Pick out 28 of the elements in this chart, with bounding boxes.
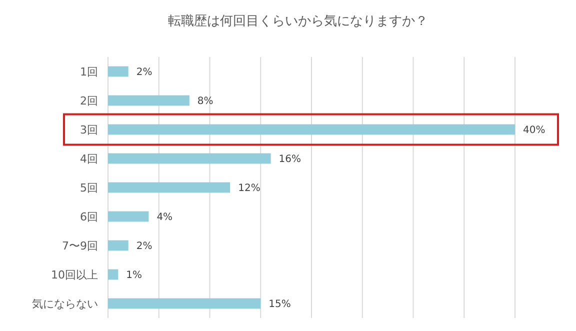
y-tick-label: 気にならない xyxy=(32,297,98,310)
data-label: 16% xyxy=(278,154,302,165)
y-tick-label: 6回 xyxy=(80,210,98,224)
bar xyxy=(108,240,128,251)
data-label: 4% xyxy=(156,212,173,223)
bar xyxy=(108,269,118,280)
y-tick-label: 3回 xyxy=(80,123,98,136)
bar xyxy=(108,124,515,135)
bar xyxy=(108,66,128,77)
y-tick-label: 2回 xyxy=(80,94,98,108)
data-label: 12% xyxy=(238,183,260,194)
y-tick-label: 4回 xyxy=(80,152,98,166)
bar xyxy=(108,298,261,309)
data-label: 1% xyxy=(126,270,142,281)
y-tick-label: 7〜9回 xyxy=(62,239,98,252)
y-tick-label: 1回 xyxy=(80,65,98,78)
bar xyxy=(108,95,190,106)
data-label: 8% xyxy=(197,96,214,107)
y-tick-label: 10回以上 xyxy=(51,268,98,282)
bar xyxy=(108,153,271,164)
chart-title: 転職歴は何回目くらいから気になりますか？ xyxy=(168,14,428,29)
bar xyxy=(108,211,149,222)
bar xyxy=(108,182,230,193)
data-label: 2% xyxy=(136,67,152,78)
data-label: 15% xyxy=(268,299,291,310)
y-tick-label: 5回 xyxy=(80,181,98,194)
data-label: 40% xyxy=(523,125,546,136)
data-label: 2% xyxy=(136,241,152,252)
